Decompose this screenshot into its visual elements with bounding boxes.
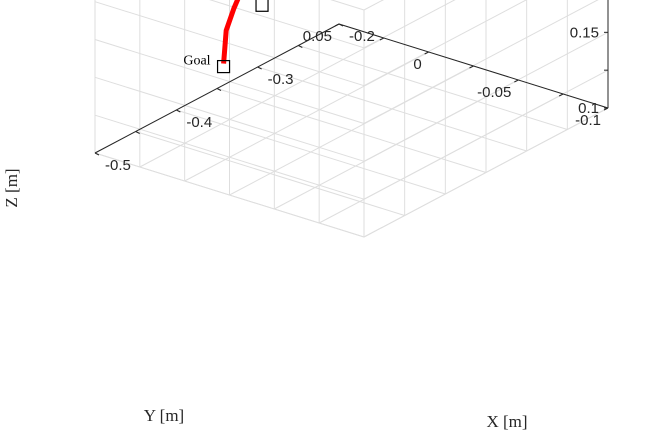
back-wall-gridline (363, 69, 609, 200)
back-wall-gridline (363, 0, 528, 87)
y-tick-mark (469, 65, 474, 69)
y-tick-label: 0.05 (303, 28, 332, 45)
z-tick-label: 0.15 (570, 24, 599, 41)
side-wall-gridline (94, 1, 365, 87)
back-wall-gridline (363, 0, 599, 124)
y-tick-mark (379, 37, 385, 41)
side-wall-gridline (209, 0, 365, 49)
back-wall-gridline (363, 107, 609, 238)
waypoint-marker (255, 0, 269, 12)
y-tick-mark (424, 51, 429, 55)
y-tick-mark (334, 23, 340, 27)
y-tick-label: -0.05 (477, 84, 511, 101)
back-wall-gridline (363, 31, 609, 162)
x-tick-label: -0.3 (268, 71, 294, 88)
x-tick-label: -0.2 (349, 28, 375, 45)
data-layer: Goal (183, 0, 269, 74)
z-axis-label: Z [m] (2, 168, 21, 207)
waypoint-marker (216, 59, 231, 74)
x-axis-label: X [m] (486, 412, 527, 431)
floor-gridline (139, 37, 385, 168)
x-tick-label: -0.5 (105, 157, 131, 174)
x-tick-mark (298, 45, 303, 48)
side-wall-gridline (94, 152, 365, 238)
y-tick-mark (514, 79, 519, 83)
back-wall-gridline (363, 0, 456, 49)
x-tick-mark (176, 109, 181, 113)
y-tick-mark (558, 93, 564, 97)
ticks-layer: -0.5-0.4-0.3-0.2-0.1-0.0500.050.10.150.2… (94, 23, 609, 174)
y-tick-label: 0 (413, 56, 421, 73)
side-wall-gridline (94, 76, 365, 162)
x-tick-mark (257, 66, 262, 70)
x-tick-mark (94, 152, 100, 156)
x-tick-mark (135, 131, 140, 134)
y-tick-label: -0.1 (575, 112, 601, 129)
y-axis-label: Y [m] (144, 406, 184, 425)
x-tick-label: -0.4 (186, 114, 212, 131)
goal-annotation: Goal (183, 54, 210, 69)
z-tick-label: 0.1 (578, 100, 599, 117)
x-tick-mark (216, 88, 222, 91)
x-tick-mark (338, 23, 344, 27)
